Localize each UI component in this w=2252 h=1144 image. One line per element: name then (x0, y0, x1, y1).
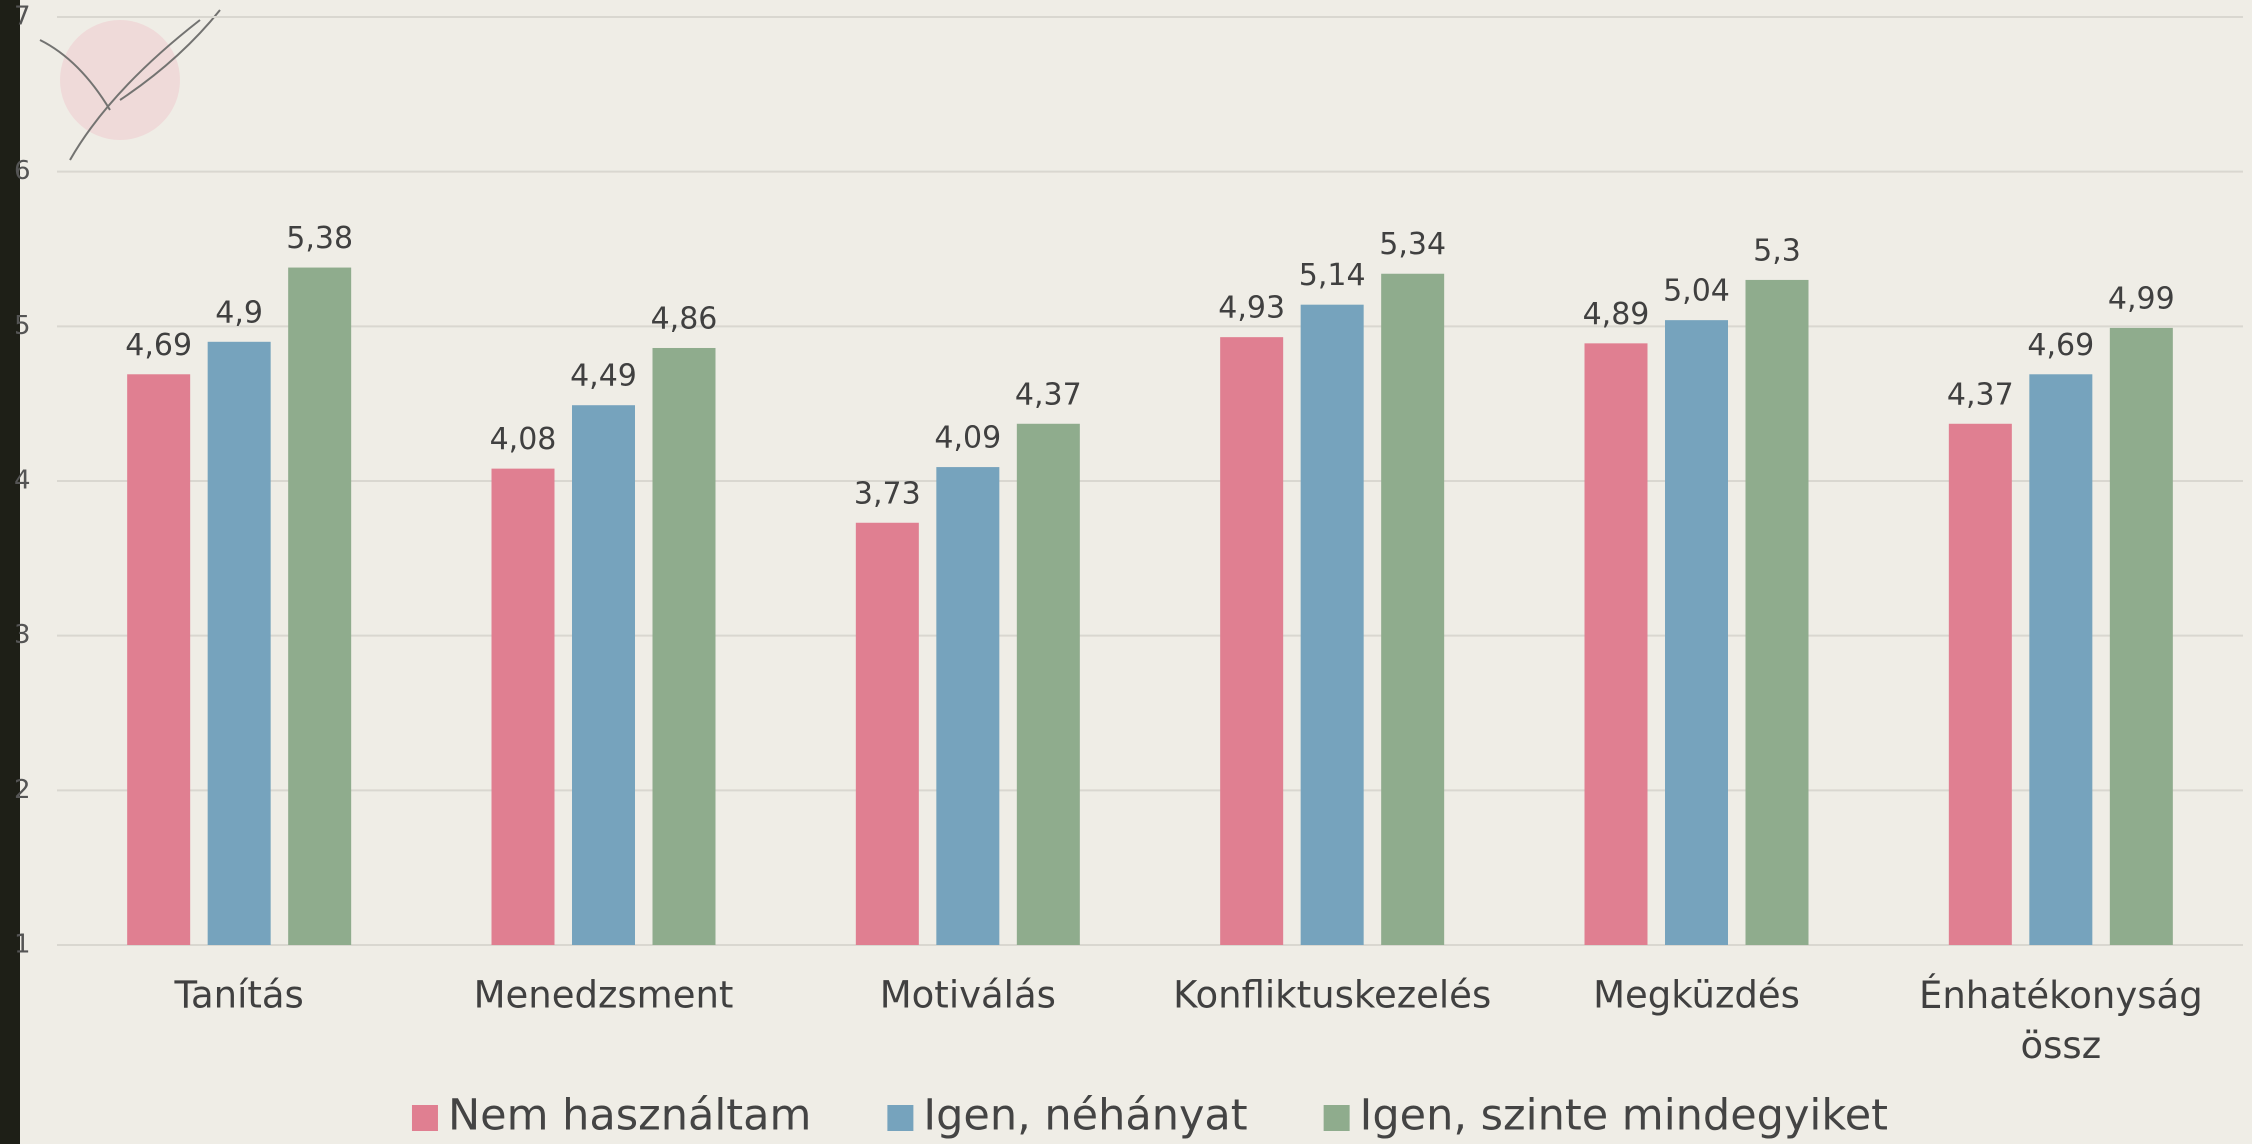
x-tick-label: Megküzdés (1593, 974, 1800, 1017)
x-tick-label: Tanítás (173, 974, 303, 1017)
bar (1300, 304, 1364, 945)
value-label: 4,09 (934, 421, 1001, 456)
y-tick-label: 2 (14, 775, 31, 805)
side-strip (0, 0, 20, 1144)
legend-label: Nem használtam (448, 1091, 811, 1141)
bar (127, 374, 191, 945)
bar (652, 347, 716, 945)
y-tick-label: 6 (14, 156, 31, 186)
x-tick-label: Énhatékonyság össz (1919, 973, 2203, 1067)
bar (1665, 320, 1728, 945)
value-label: 4,69 (2027, 328, 2094, 363)
value-label: 5,14 (1299, 258, 1366, 293)
x-tick-line: össz (2021, 1024, 2102, 1067)
bar (855, 522, 919, 945)
value-label: 5,34 (1379, 227, 1446, 262)
bar (1220, 337, 1284, 945)
value-label: 4,37 (1947, 377, 2014, 412)
y-tick-label: 1 (14, 930, 31, 960)
value-label: 4,99 (2108, 281, 2175, 316)
value-label: 4,89 (1583, 297, 1650, 332)
bar (936, 467, 1000, 945)
bar (491, 468, 555, 945)
legend-swatch (887, 1105, 914, 1131)
value-label: 5,3 (1753, 233, 1801, 268)
bar (207, 341, 271, 945)
x-tick-label: Motiválás (880, 974, 1056, 1017)
y-tick-label: 5 (14, 311, 31, 341)
value-label: 3,73 (854, 476, 921, 511)
value-label: 5,04 (1663, 274, 1730, 309)
legend-swatch (1323, 1105, 1350, 1131)
y-tick-label: 7 (14, 2, 31, 32)
bar (1745, 279, 1809, 945)
y-tick-label: 4 (14, 466, 31, 496)
decoration (39, 9, 221, 161)
value-label: 4,9 (215, 295, 263, 330)
value-label: 4,49 (570, 359, 637, 394)
value-label: 4,69 (125, 328, 192, 363)
bar (1381, 273, 1445, 945)
y-tick-label: 3 (14, 620, 31, 650)
value-label: 4,86 (651, 301, 718, 336)
value-label: 4,08 (490, 422, 557, 457)
legend: Nem használtam Igen, néhányat Igen, szinte… (411, 1091, 1888, 1141)
bar (1016, 423, 1080, 946)
bar (1948, 423, 2012, 946)
bar (2029, 374, 2093, 945)
x-tick-line: Énhatékonyság (1919, 973, 2203, 1017)
x-tick-label: Menedzsment (474, 974, 734, 1017)
value-label: 5,38 (286, 221, 353, 256)
bar (1584, 343, 1648, 945)
x-tick-label: Konfliktuskezelés (1173, 974, 1491, 1017)
bar (288, 267, 352, 945)
legend-label: Igen, szinte mindegyiket (1360, 1091, 1888, 1141)
bar (572, 405, 635, 945)
bar (2109, 327, 2173, 945)
legend-label: Igen, néhányat (923, 1091, 1247, 1141)
value-label: 4,93 (1218, 291, 1285, 326)
legend-swatch (411, 1105, 438, 1131)
value-label: 4,37 (1015, 377, 1082, 412)
